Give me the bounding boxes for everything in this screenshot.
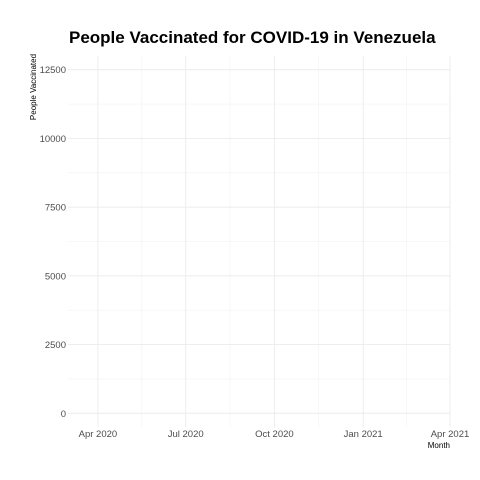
chart-title: People Vaccinated for COVID-19 in Venezu…: [69, 28, 436, 47]
y-tick-label: 12500: [40, 65, 66, 76]
major-gridlines: [68, 56, 451, 427]
x-tick-label: Apr 2021: [431, 429, 470, 440]
y-axis-title: People Vaccinated: [29, 54, 38, 120]
y-tick-label: 7500: [45, 203, 66, 214]
x-tick-label: Jan 2021: [344, 429, 383, 440]
x-axis-title: Month: [428, 441, 450, 450]
y-tick-label: 0: [61, 409, 66, 420]
x-tick-label: Oct 2020: [255, 429, 294, 440]
x-tick-label: Apr 2020: [79, 429, 118, 440]
y-tick-label: 10000: [40, 134, 66, 145]
y-tick-label: 5000: [45, 271, 66, 282]
y-tick-label: 2500: [45, 340, 66, 351]
x-axis-ticks: Apr 2020 Jul 2020 Oct 2020 Jan 2021 Apr 2021: [79, 429, 470, 440]
minor-gridlines: [68, 56, 450, 427]
x-tick-label: Jul 2020: [168, 429, 204, 440]
y-axis-ticks: 0 2500 5000 7500 10000 12500: [40, 65, 66, 420]
